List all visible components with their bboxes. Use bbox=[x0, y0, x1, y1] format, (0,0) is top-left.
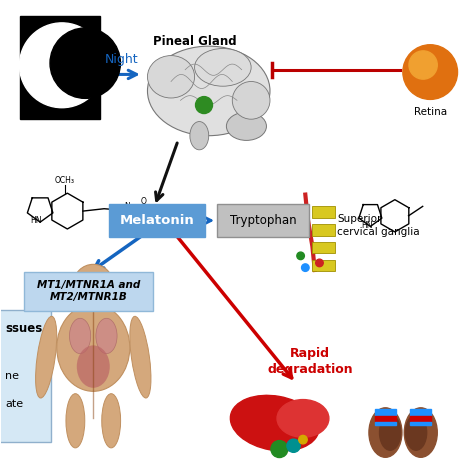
Text: Pineal Gland: Pineal Gland bbox=[153, 35, 237, 48]
Text: HN: HN bbox=[30, 217, 42, 226]
Text: N: N bbox=[124, 202, 130, 211]
Ellipse shape bbox=[277, 400, 329, 438]
Ellipse shape bbox=[404, 408, 438, 457]
Ellipse shape bbox=[57, 304, 130, 392]
Ellipse shape bbox=[96, 318, 117, 354]
Ellipse shape bbox=[227, 112, 266, 140]
Bar bbox=[86, 285, 100, 308]
Ellipse shape bbox=[77, 346, 110, 388]
Text: Superior
cervical ganglia: Superior cervical ganglia bbox=[337, 214, 420, 237]
Ellipse shape bbox=[232, 82, 270, 119]
Bar bbox=[375, 422, 396, 426]
FancyBboxPatch shape bbox=[217, 204, 309, 237]
Ellipse shape bbox=[102, 394, 120, 448]
Text: H: H bbox=[124, 209, 130, 218]
Circle shape bbox=[287, 439, 300, 452]
FancyBboxPatch shape bbox=[109, 204, 205, 237]
Ellipse shape bbox=[147, 55, 195, 98]
Bar bbox=[410, 416, 431, 421]
Text: OCH₃: OCH₃ bbox=[55, 176, 75, 185]
Circle shape bbox=[301, 264, 309, 272]
Bar bbox=[20, 16, 100, 119]
Ellipse shape bbox=[405, 415, 427, 450]
FancyBboxPatch shape bbox=[0, 310, 51, 442]
Text: ne: ne bbox=[5, 371, 19, 381]
Ellipse shape bbox=[230, 395, 319, 451]
Bar bbox=[410, 409, 431, 415]
Text: Night: Night bbox=[105, 54, 138, 66]
Ellipse shape bbox=[70, 318, 91, 354]
Circle shape bbox=[73, 264, 113, 304]
Ellipse shape bbox=[380, 415, 401, 450]
Text: Tryptophan: Tryptophan bbox=[229, 214, 296, 227]
Bar bbox=[312, 260, 335, 272]
Circle shape bbox=[316, 259, 323, 267]
Circle shape bbox=[50, 28, 120, 99]
Ellipse shape bbox=[369, 408, 402, 457]
Circle shape bbox=[299, 436, 307, 444]
Bar bbox=[312, 224, 335, 236]
Text: HN: HN bbox=[361, 221, 373, 230]
Text: MT1/MTNR1A and
MT2/MTNR1B: MT1/MTNR1A and MT2/MTNR1B bbox=[37, 280, 140, 302]
Circle shape bbox=[297, 252, 304, 260]
Text: Melatonin: Melatonin bbox=[119, 214, 194, 227]
Ellipse shape bbox=[130, 316, 151, 398]
Text: O: O bbox=[141, 197, 147, 206]
Ellipse shape bbox=[36, 316, 57, 398]
Text: Rapid
degradation: Rapid degradation bbox=[267, 347, 353, 376]
Ellipse shape bbox=[147, 46, 270, 136]
Circle shape bbox=[19, 23, 104, 108]
Bar bbox=[312, 206, 335, 218]
Text: ate: ate bbox=[5, 399, 23, 409]
Bar bbox=[312, 242, 335, 254]
Bar bbox=[410, 422, 431, 426]
Ellipse shape bbox=[195, 48, 251, 86]
Bar bbox=[375, 409, 396, 415]
Bar bbox=[375, 416, 396, 421]
Circle shape bbox=[403, 45, 457, 100]
Ellipse shape bbox=[190, 121, 209, 150]
Circle shape bbox=[271, 440, 288, 457]
Circle shape bbox=[409, 51, 438, 79]
Text: Retina: Retina bbox=[414, 107, 447, 117]
Circle shape bbox=[196, 97, 212, 114]
Text: ssues: ssues bbox=[5, 322, 42, 336]
Ellipse shape bbox=[66, 394, 85, 448]
Text: CH₃: CH₃ bbox=[145, 211, 157, 217]
FancyBboxPatch shape bbox=[24, 272, 154, 310]
